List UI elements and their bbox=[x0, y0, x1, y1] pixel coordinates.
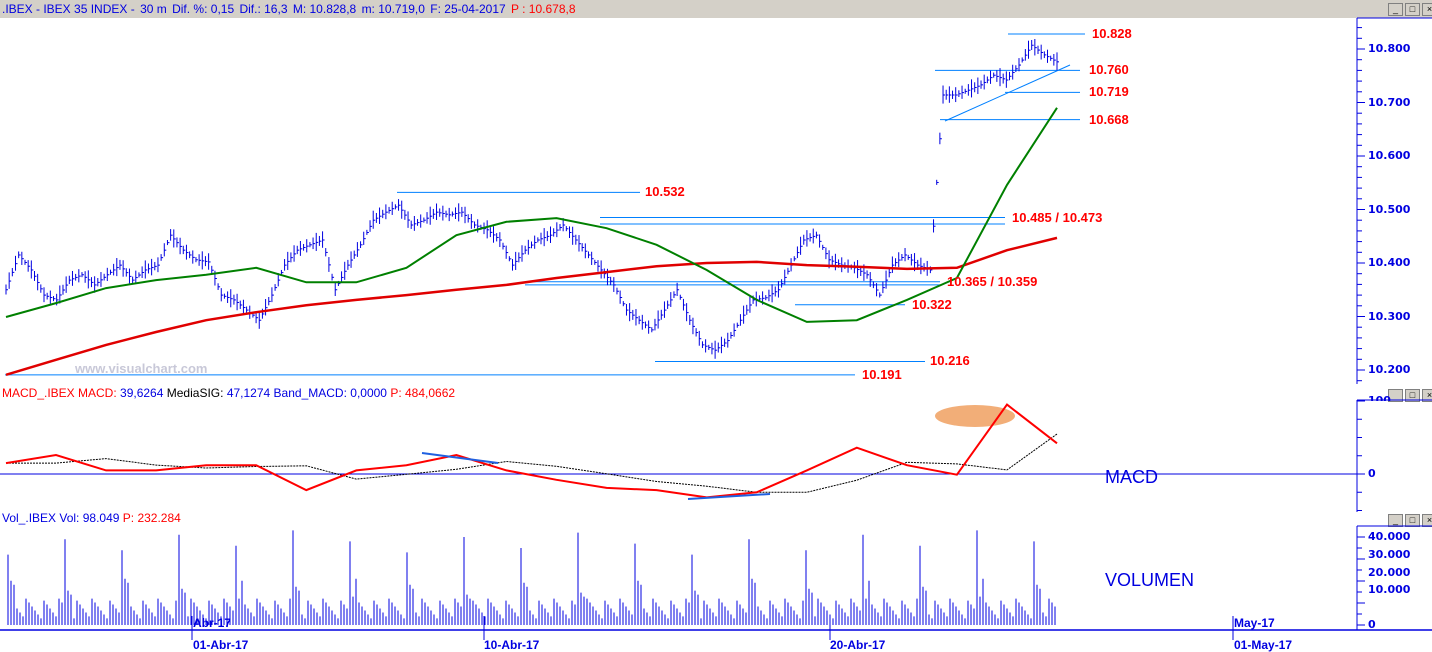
band-value: 0,0000 bbox=[350, 386, 387, 400]
watermark: www.visualchart.com bbox=[75, 361, 208, 376]
macd-name: MACD_.IBEX MACD: bbox=[2, 386, 117, 400]
date-tick: 01-May-17 bbox=[1234, 638, 1293, 652]
level-label: 10.828 bbox=[1092, 26, 1132, 42]
price-axis-label: 10.700 bbox=[1368, 96, 1411, 109]
volume-axis-label: 20.000 bbox=[1368, 566, 1411, 579]
symbol-name: .IBEX - IBEX 35 INDEX - bbox=[2, 2, 135, 16]
macd-divergence-line bbox=[421, 452, 499, 464]
max-value: M: 10.828,8 bbox=[292, 2, 357, 16]
signal-value: 47,1274 bbox=[226, 386, 271, 400]
level-label: 10.216 bbox=[930, 353, 970, 369]
macd-panel-label: MACD bbox=[1105, 467, 1158, 487]
date-tick: 20-Abr-17 bbox=[830, 638, 886, 652]
maximize-button[interactable]: □ bbox=[1405, 389, 1420, 402]
volume-value: 98.049 bbox=[82, 511, 120, 525]
macd-line bbox=[5, 403, 1058, 499]
moving-average-short bbox=[5, 107, 1058, 323]
dif: Dif.: 16,3 bbox=[239, 2, 288, 16]
volume-window-controls: _ □ × bbox=[1388, 514, 1432, 527]
volume-header: Vol_.IBEX Vol: 98.049 P: 232.284 bbox=[2, 511, 181, 525]
interval: 30 m bbox=[140, 2, 167, 16]
price-axis-label: 10.400 bbox=[1368, 256, 1411, 269]
price-axis-label: 10.200 bbox=[1368, 363, 1411, 376]
signal-label: MediaSIG: bbox=[166, 386, 224, 400]
moving-average-long bbox=[5, 236, 1058, 376]
volume-axis-label: 40.000 bbox=[1368, 530, 1411, 543]
price-axis-label: 10.600 bbox=[1368, 149, 1411, 162]
level-label: 10.365 / 10.359 bbox=[947, 273, 1038, 289]
level-label: 10.485 / 10.473 bbox=[1012, 209, 1103, 225]
macd-axis-label: 0 bbox=[1368, 467, 1376, 480]
volume-p-value: P: 232.284 bbox=[122, 511, 181, 525]
close-button[interactable]: × bbox=[1422, 389, 1432, 402]
level-label: 10.532 bbox=[645, 184, 685, 200]
volume-panel-label: VOLUMEN bbox=[1105, 570, 1195, 590]
close-button[interactable]: × bbox=[1422, 3, 1432, 16]
date-value: F: 25-04-2017 bbox=[430, 2, 506, 16]
macd-divergence-line bbox=[687, 493, 771, 500]
month-label: May-17 bbox=[1234, 616, 1275, 630]
volume-axis-label: 10.000 bbox=[1368, 583, 1411, 596]
minimize-button[interactable]: _ bbox=[1388, 3, 1403, 16]
level-label: 10.191 bbox=[862, 366, 902, 382]
price-axis-label: 10.500 bbox=[1368, 203, 1411, 216]
macd-p-value: P: 484,0662 bbox=[390, 386, 456, 400]
maximize-button[interactable]: □ bbox=[1405, 3, 1420, 16]
price-value: P : 10.678,8 bbox=[511, 2, 576, 16]
macd-value: 39,6264 bbox=[120, 386, 164, 400]
level-label: 10.668 bbox=[1089, 111, 1129, 127]
min-value: m: 10.719,0 bbox=[361, 2, 425, 16]
minimize-button[interactable]: _ bbox=[1388, 514, 1403, 527]
price-axis-label: 10.800 bbox=[1368, 42, 1411, 55]
price-axis-label: 10.300 bbox=[1368, 310, 1411, 323]
volume-axis-label: 30.000 bbox=[1368, 548, 1411, 561]
macd-axis-label: 100 bbox=[1368, 394, 1391, 401]
macd-window-controls: _ □ × bbox=[1388, 389, 1432, 402]
chart-title-bar: .IBEX - IBEX 35 INDEX - 30 m Dif. %: 0,1… bbox=[0, 0, 1432, 18]
trend-line bbox=[944, 64, 1071, 122]
dif-pct: Dif. %: 0,15 bbox=[172, 2, 235, 16]
price-window-controls: _ □ × bbox=[1388, 3, 1432, 16]
level-label: 10.760 bbox=[1089, 62, 1129, 78]
band-label: Band_MACD: bbox=[273, 386, 347, 400]
level-label: 10.322 bbox=[912, 296, 952, 312]
macd-signal-line bbox=[6, 433, 1058, 493]
volume-axis-label: 0 bbox=[1368, 618, 1376, 631]
volume-name: Vol_.IBEX Vol: bbox=[2, 511, 80, 525]
macd-peak-highlight bbox=[935, 405, 1015, 427]
month-label: Abr-17 bbox=[193, 616, 232, 630]
level-label: 10.719 bbox=[1089, 84, 1129, 100]
date-tick: 01-Abr-17 bbox=[193, 638, 249, 652]
date-tick: 10-Abr-17 bbox=[484, 638, 540, 652]
macd-header: MACD_.IBEX MACD: 39,6264 MediaSIG: 47,12… bbox=[2, 386, 455, 400]
minimize-button[interactable]: _ bbox=[1388, 389, 1403, 402]
